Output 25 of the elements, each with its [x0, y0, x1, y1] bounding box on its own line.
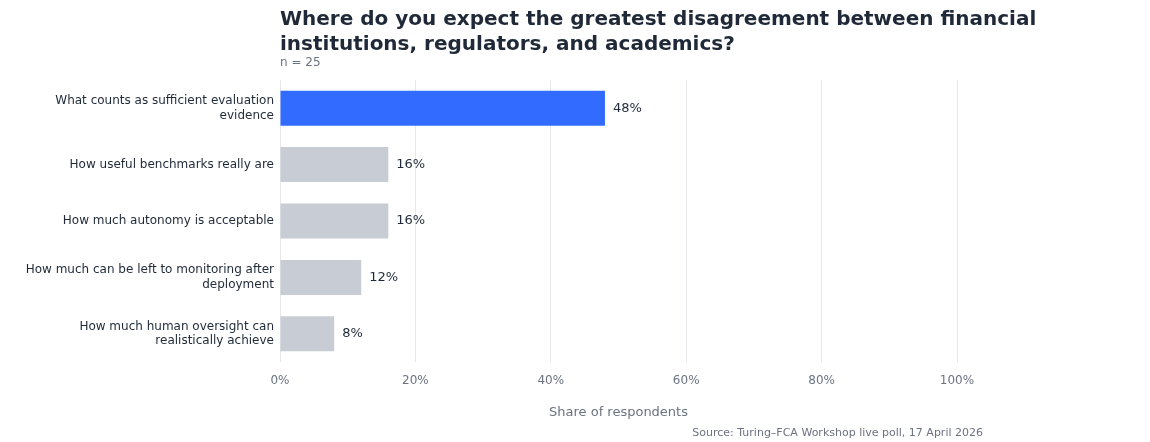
- y-tick-label: What counts as sufficient evaluation evidence: [55, 93, 274, 122]
- data-label: 16%: [396, 212, 426, 228]
- y-tick-label: How much can be left to monitoring after deployment: [25, 262, 275, 291]
- y-tick-label: How much human oversight can realistically achieve: [79, 318, 274, 348]
- bar: [280, 316, 335, 352]
- y-tick-label: How much autonomy is acceptable: [62, 213, 274, 228]
- data-label: 48%: [612, 99, 642, 115]
- x-tick-label: 80%: [808, 373, 835, 388]
- bar: [280, 203, 389, 239]
- bar: [280, 259, 362, 295]
- source-note: Source: Turing–FCA Workshop live poll, 17 April 2026: [692, 426, 983, 439]
- chart-subtitle: n = 25: [280, 55, 321, 69]
- x-tick-label: 40%: [537, 373, 565, 388]
- bar: [280, 90, 605, 126]
- data-label: 16%: [396, 155, 426, 171]
- x-tick-label: 20%: [402, 373, 429, 388]
- x-tick-label: 0%: [270, 373, 290, 388]
- x-tick-label: 60%: [672, 373, 700, 388]
- x-axis-title: Share of respondents: [549, 403, 689, 419]
- chart-title: Where do you expect the greatest disagreement between financial institutions, regulators, and academics?: [280, 6, 1038, 56]
- x-tick-label: 100%: [939, 373, 975, 388]
- data-label: 8%: [342, 325, 363, 341]
- y-tick-label: How useful benchmarks really are: [69, 156, 274, 171]
- bar: [280, 147, 389, 183]
- data-label: 12%: [369, 268, 399, 284]
